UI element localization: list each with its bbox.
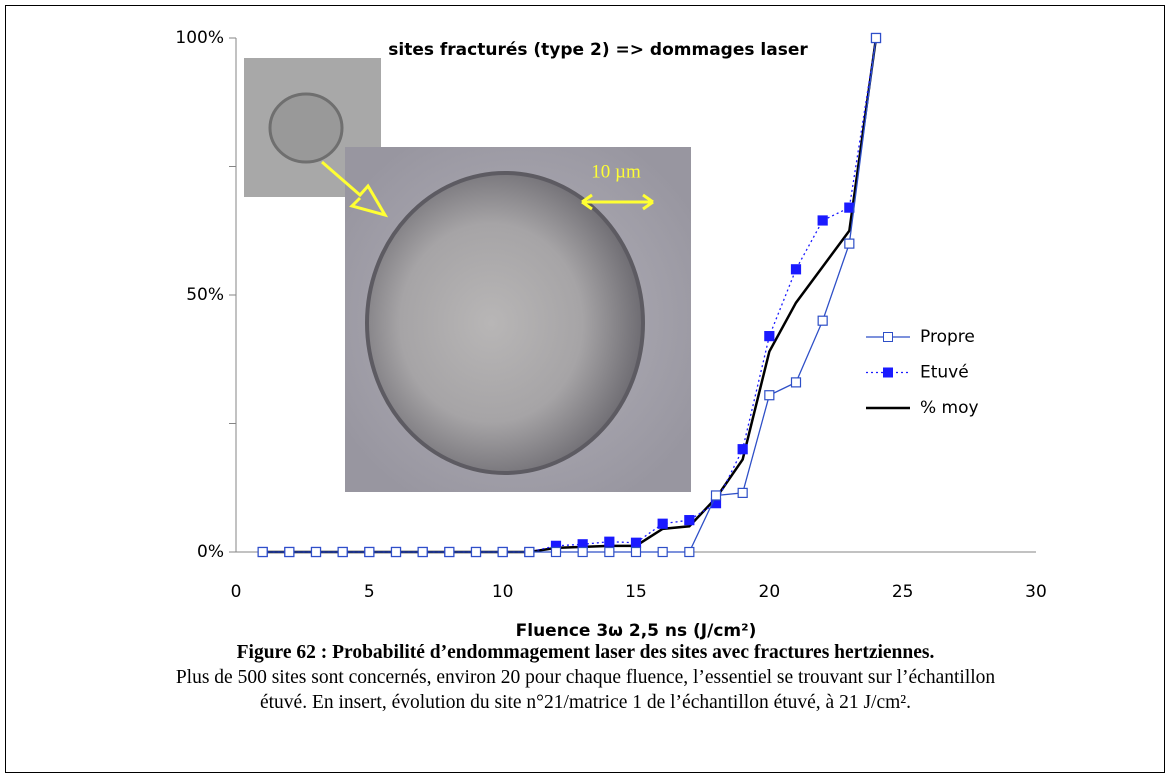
point xyxy=(790,264,802,275)
point xyxy=(844,238,855,249)
x-axis-label: Fluence 3ω 2,5 ns (J/cm²) xyxy=(516,621,757,641)
point xyxy=(310,546,322,558)
point xyxy=(870,32,882,44)
point xyxy=(710,490,722,501)
point xyxy=(737,487,748,498)
point xyxy=(337,546,348,558)
frame xyxy=(5,5,1165,773)
point xyxy=(790,377,802,388)
point xyxy=(657,546,668,558)
x-tick-label: 15 xyxy=(625,582,647,602)
point xyxy=(630,546,642,558)
point xyxy=(844,202,855,213)
point xyxy=(497,546,508,558)
point xyxy=(630,537,642,548)
point xyxy=(604,536,615,547)
y-tick-label: 50% xyxy=(186,285,224,305)
point xyxy=(764,390,775,401)
point xyxy=(684,515,695,526)
chart-title: sites fracturés (type 2) => dommages las… xyxy=(388,40,808,60)
point xyxy=(764,331,775,342)
x-tick-label: 5 xyxy=(364,582,375,602)
x-tick-label: 20 xyxy=(759,582,781,602)
x-tick-label: 25 xyxy=(892,582,914,602)
caption-line: Plus de 500 sites sont concernés, enviro… xyxy=(175,667,996,688)
x-tick-label: 30 xyxy=(1025,582,1047,602)
legend-marker xyxy=(883,367,893,378)
point xyxy=(444,546,455,558)
legend-label: Etuvé xyxy=(920,363,969,383)
point xyxy=(257,546,268,558)
point xyxy=(737,444,748,455)
point xyxy=(657,518,668,529)
point xyxy=(390,546,402,558)
point xyxy=(284,546,295,558)
point xyxy=(470,546,482,558)
legend-label: Propre xyxy=(920,327,975,347)
legend-marker xyxy=(883,332,893,342)
legend-label: % moy xyxy=(920,398,979,418)
point xyxy=(550,546,562,558)
point xyxy=(604,546,615,558)
x-tick-label: 0 xyxy=(231,582,242,602)
point xyxy=(524,546,535,558)
scale-label: 10 µm xyxy=(591,161,641,182)
scale-arrow xyxy=(581,193,654,211)
inset-site-large xyxy=(365,171,645,475)
caption-line: étuvé. En insert, évolution du site n°21… xyxy=(259,692,911,713)
caption-title: Figure 62 : Probabilité d’endommagement … xyxy=(236,642,935,663)
y-tick-label: 100% xyxy=(175,28,224,48)
caption: Figure 62 : Probabilité d’endommagement … xyxy=(6,640,1165,715)
point xyxy=(417,546,428,558)
point xyxy=(684,546,695,558)
point xyxy=(817,215,828,226)
point xyxy=(577,546,588,558)
point xyxy=(364,546,375,558)
y-tick-label: 0% xyxy=(197,542,224,562)
inset-site-small xyxy=(268,92,344,164)
inset-arrow xyxy=(321,160,389,218)
x-tick-label: 10 xyxy=(492,582,514,602)
point xyxy=(817,315,828,326)
